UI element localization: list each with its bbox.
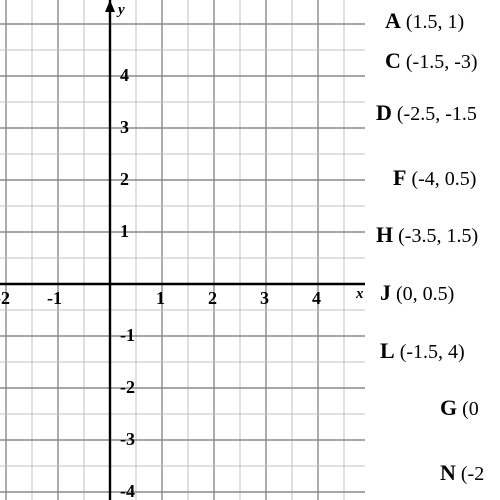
y-tick: -4 bbox=[120, 481, 135, 500]
point-entry: D (-2.5, -1.5 bbox=[376, 100, 477, 126]
x-tick: 4 bbox=[312, 288, 321, 309]
point-coord: (-1.5, -3) bbox=[401, 51, 478, 73]
point-entry: C (-1.5, -3) bbox=[385, 48, 478, 74]
point-coord: (-4, 0.5) bbox=[406, 168, 476, 190]
point-coord: (1.5, 1) bbox=[401, 11, 464, 33]
point-label: N bbox=[440, 460, 456, 485]
point-entry: J (0, 0.5) bbox=[380, 280, 454, 306]
point-label: A bbox=[385, 8, 401, 33]
point-label: C bbox=[385, 48, 401, 73]
y-tick: 4 bbox=[120, 65, 129, 86]
point-label: D bbox=[376, 100, 392, 125]
x-tick: -2 bbox=[0, 288, 10, 309]
point-entry: L (-1.5, 4) bbox=[380, 338, 465, 364]
point-coord: (-2 bbox=[456, 463, 484, 485]
y-tick: 2 bbox=[120, 169, 129, 190]
x-tick: 2 bbox=[208, 288, 217, 309]
point-coord: (-3.5, 1.5) bbox=[393, 225, 478, 247]
y-tick: -3 bbox=[120, 429, 135, 450]
point-coord: (-1.5, 4) bbox=[395, 341, 465, 363]
point-label: H bbox=[376, 222, 393, 247]
point-entry: A (1.5, 1) bbox=[385, 8, 464, 34]
x-tick: 1 bbox=[156, 288, 165, 309]
y-tick: -2 bbox=[120, 377, 135, 398]
point-entry: G (0 bbox=[440, 395, 479, 421]
y-tick: -1 bbox=[120, 325, 135, 346]
x-tick: -1 bbox=[47, 288, 62, 309]
y-axis-label: y bbox=[118, 2, 125, 19]
x-tick: 3 bbox=[260, 288, 269, 309]
x-axis-label: x bbox=[356, 286, 364, 303]
point-coord: (0 bbox=[457, 398, 479, 420]
point-coord: (0, 0.5) bbox=[391, 283, 454, 305]
point-entry: F (-4, 0.5) bbox=[393, 165, 476, 191]
y-tick: 3 bbox=[120, 117, 129, 138]
point-coord: (-2.5, -1.5 bbox=[392, 103, 477, 125]
point-label: J bbox=[380, 280, 391, 305]
point-label: L bbox=[380, 338, 395, 363]
point-entry: H (-3.5, 1.5) bbox=[376, 222, 478, 248]
point-entry: N (-2 bbox=[440, 460, 484, 486]
point-label: F bbox=[393, 165, 406, 190]
coordinate-grid bbox=[0, 0, 500, 500]
y-tick: 1 bbox=[120, 221, 129, 242]
point-label: G bbox=[440, 395, 457, 420]
